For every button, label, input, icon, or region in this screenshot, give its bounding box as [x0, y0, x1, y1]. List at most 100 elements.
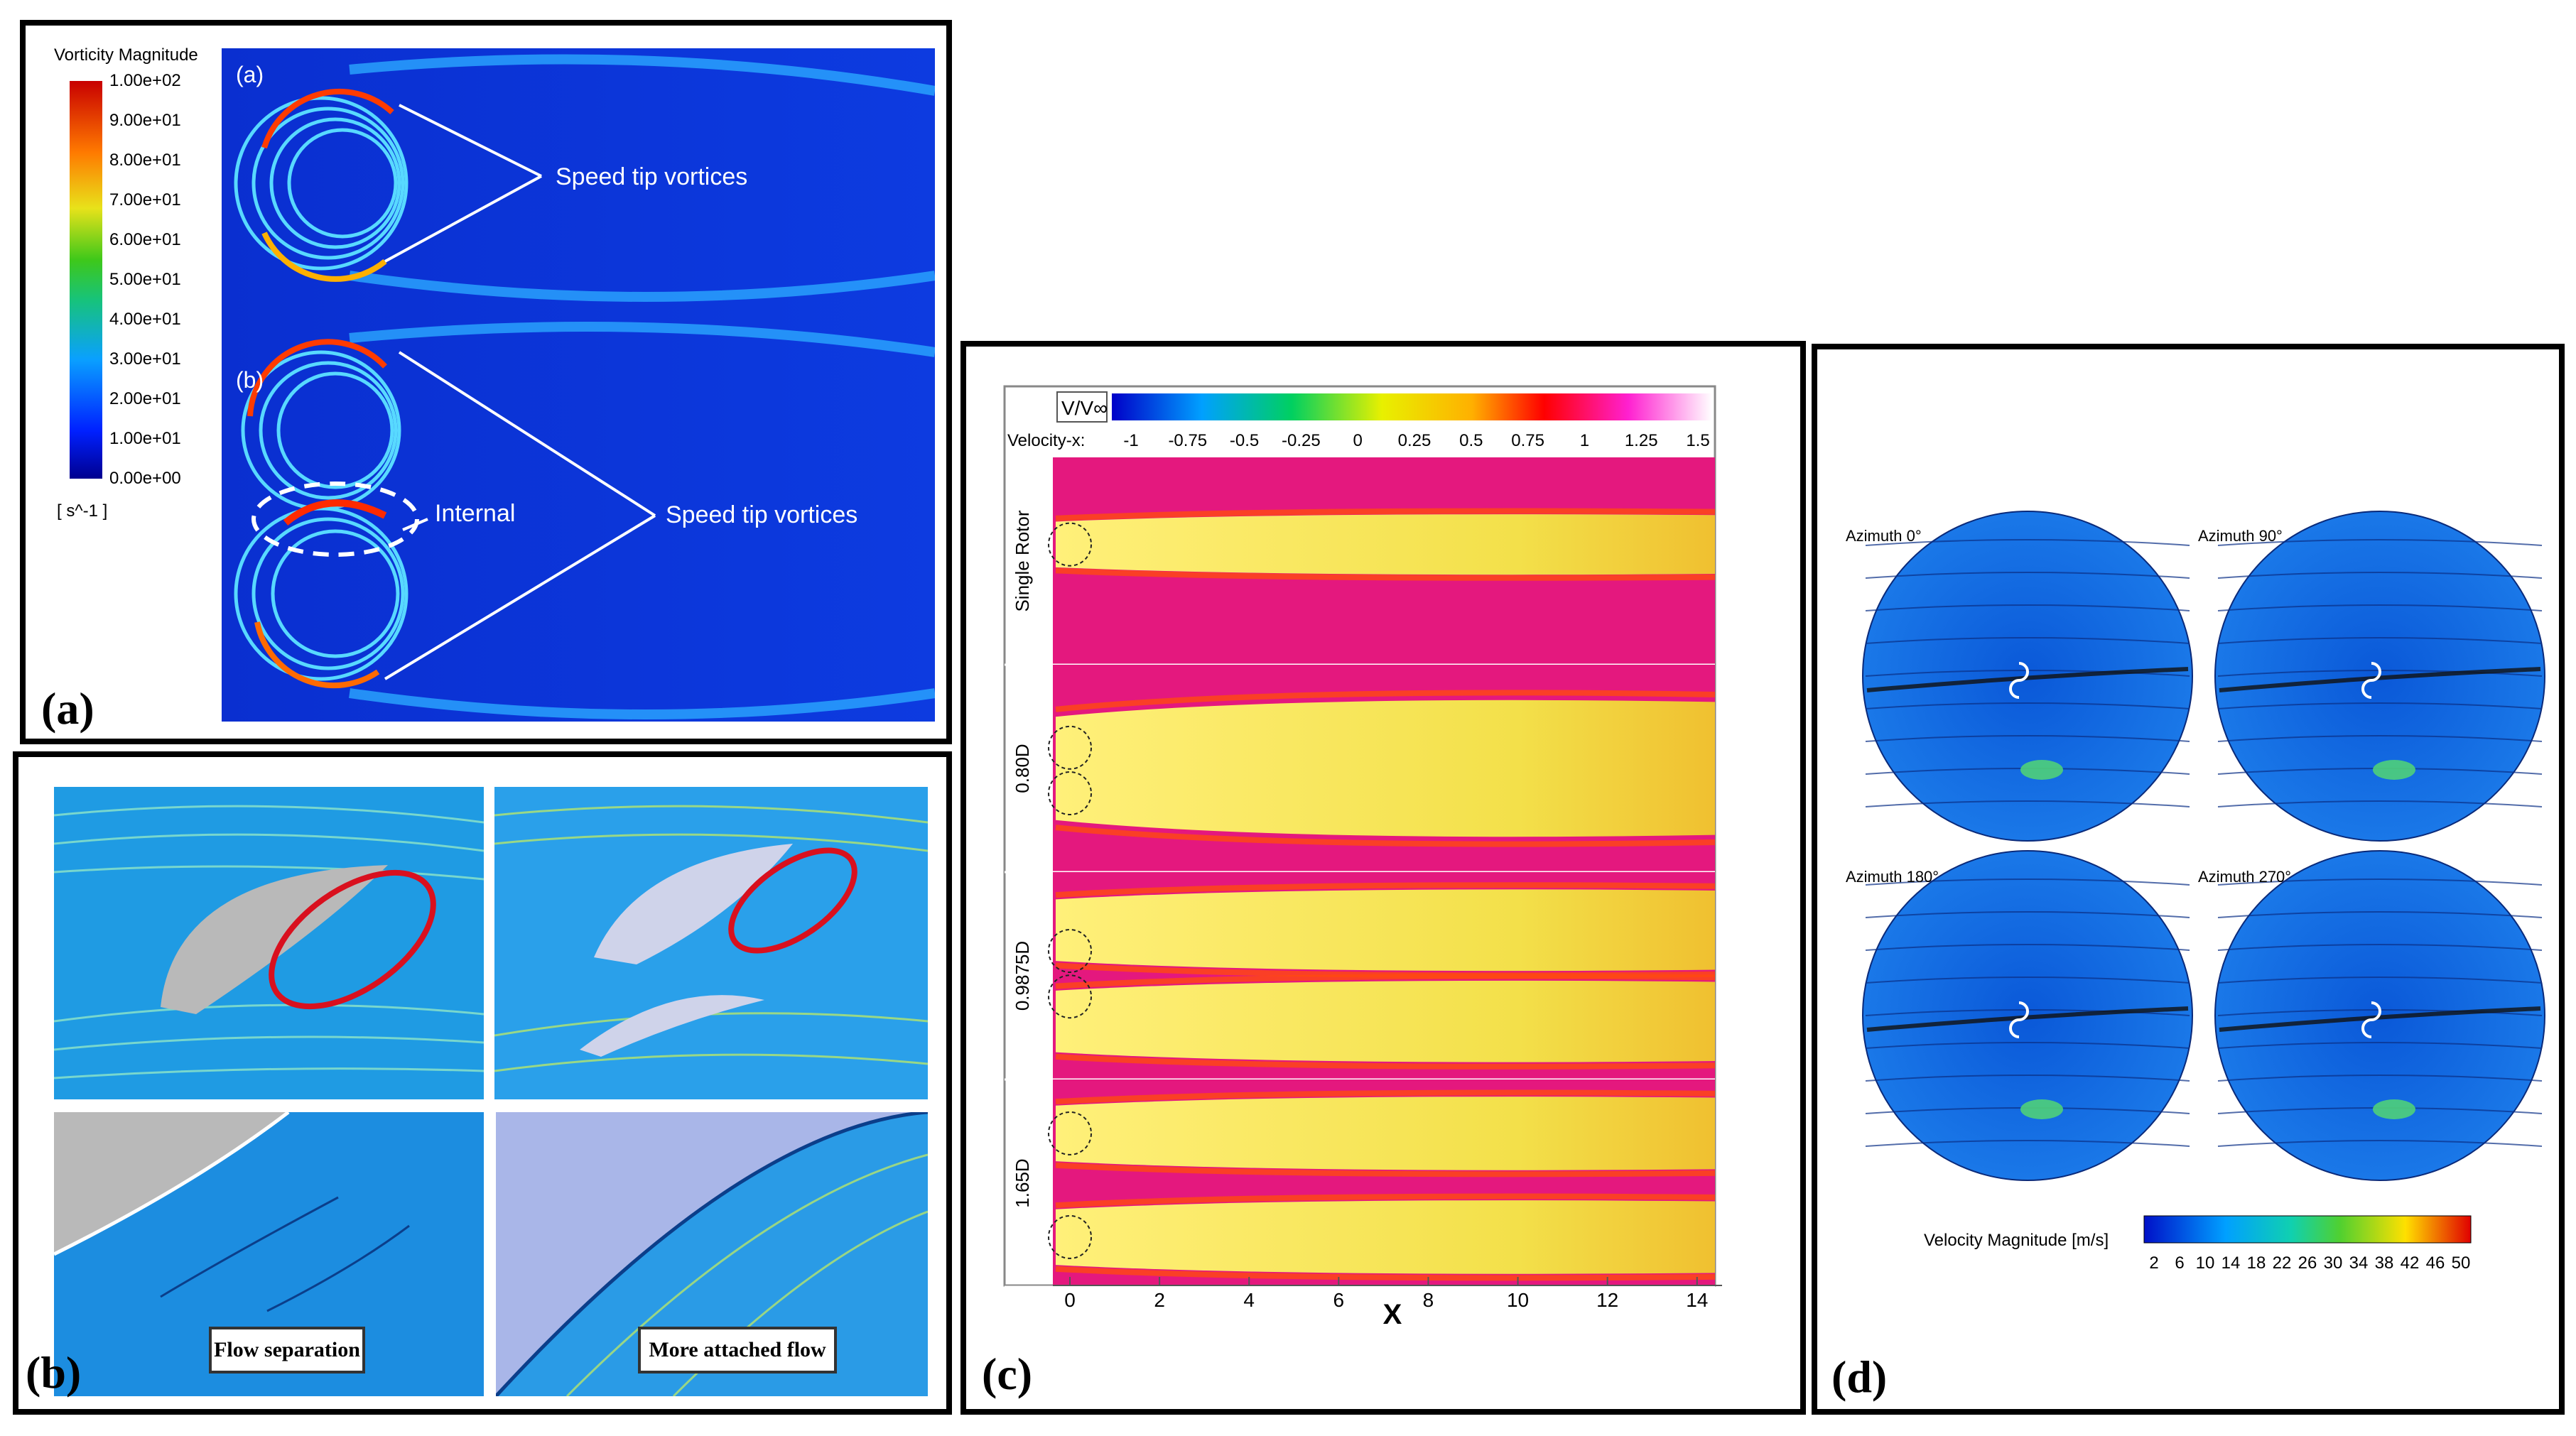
accel-patch	[2020, 760, 2063, 780]
mag-tick-labels: 2 6 10 14 18 22 26 30 34 38 42 46 50	[2149, 1253, 2470, 1273]
mag-tick: 50	[2452, 1253, 2471, 1273]
sub-label-b: (b)	[236, 367, 264, 393]
x-tick: 14	[1686, 1289, 1708, 1311]
vorticity-tick: 5.00e+01	[109, 270, 181, 289]
vorticity-tick-labels: 1.00e+02 9.00e+01 8.00e+01 7.00e+01 6.00e+01…	[109, 71, 223, 497]
streamline-image-top-right	[494, 787, 928, 1099]
vorticity-tick: 1.00e+01	[109, 429, 181, 448]
vorticity-tick: 8.00e+01	[109, 151, 181, 170]
x-tick: 0	[1064, 1289, 1076, 1311]
wake-region	[1056, 1200, 1715, 1274]
cb-tick: 0.75	[1511, 431, 1544, 450]
wake-region	[1056, 980, 1715, 1062]
panel-b: Flow separation More attached flow (b)	[13, 751, 952, 1415]
rotor-s-shape	[2009, 1001, 2029, 1038]
flow-separation-label: Flow separation	[209, 1327, 365, 1374]
rotor-outline	[1048, 522, 1092, 567]
vorticity-tick: 1.00e+02	[109, 71, 181, 90]
cb-axis-label: Velocity-x:	[1007, 431, 1085, 450]
magnitude-colorbar	[2143, 1215, 2472, 1244]
panel-d-label: (d)	[1831, 1351, 1888, 1402]
panel-d: Azimuth 0° Azimuth 90° Azimuth 180° Azimuth…	[1812, 344, 2565, 1415]
wake-region	[1056, 1097, 1715, 1170]
x-tick: 12	[1596, 1289, 1618, 1311]
azimuth-label: Azimuth 0°	[1846, 527, 1922, 545]
mag-cb-title: Velocity Magnitude [m/s]	[1924, 1231, 2109, 1250]
cb-tick: 0.25	[1398, 431, 1432, 450]
panel-a-label: (a)	[41, 683, 94, 734]
wake-region	[1056, 889, 1715, 972]
x-tick: 4	[1243, 1289, 1255, 1311]
panel-b-label: (b)	[26, 1347, 82, 1398]
row-label: 0.80D	[1012, 744, 1033, 793]
rotor-outline	[1048, 725, 1092, 770]
annot-speed-tip-bottom: Speed tip vortices	[666, 501, 857, 528]
annot-speed-tip-top: Speed tip vortices	[556, 163, 747, 190]
rotor-s-shape	[2361, 662, 2381, 699]
vorticity-legend-title: Vorticity Magnitude	[54, 45, 198, 65]
vorticity-tick: 4.00e+01	[109, 310, 181, 329]
wake-region	[1056, 700, 1715, 837]
cb-tick: 1	[1580, 431, 1589, 450]
mag-tick: 22	[2273, 1253, 2292, 1273]
cb-tick: 0.5	[1459, 431, 1483, 450]
x-axis-label: X	[1383, 1299, 1402, 1330]
azimuth-label: Azimuth 270°	[2198, 868, 2291, 886]
rotor-s-shape	[2361, 1001, 2381, 1038]
cb-tick: -0.75	[1168, 431, 1207, 450]
velocity-plot: V/V∞ Velocity-x: -1 -0.75 -0.5 -0.25 0 0.25 0.…	[1003, 385, 1722, 1330]
internal-dashed-ellipse	[251, 482, 419, 557]
cb-title: V/V∞	[1061, 397, 1108, 419]
vorticity-tick: 9.00e+01	[109, 111, 181, 130]
mag-tick: 46	[2426, 1253, 2445, 1273]
streamline-image-top-left	[54, 787, 484, 1099]
panel-c: V/V∞ Velocity-x: -1 -0.75 -0.5 -0.25 0 0.25 0.…	[960, 341, 1806, 1415]
cb-tick: -0.5	[1230, 431, 1259, 450]
x-tick: 10	[1507, 1289, 1529, 1311]
cb-tick: 0	[1353, 431, 1363, 450]
x-tick-labels: 0 2 4 6 8 10 12 14	[1064, 1277, 1708, 1311]
annot-internal: Internal	[435, 500, 515, 527]
mag-tick: 6	[2175, 1253, 2184, 1273]
mag-tick: 18	[2247, 1253, 2266, 1273]
rotor-outline	[1048, 1214, 1092, 1259]
accel-patch	[2373, 760, 2415, 780]
mag-tick: 38	[2375, 1253, 2394, 1273]
mag-tick: 2	[2149, 1253, 2158, 1273]
vorticity-image-bottom: (b) Internal Speed tip vortices	[222, 310, 935, 722]
azimuth-label: Azimuth 180°	[1846, 868, 1939, 886]
cb-tick: 1.25	[1625, 431, 1658, 450]
mag-tick: 14	[2221, 1253, 2241, 1273]
attached-flow-label: More attached flow	[638, 1327, 837, 1374]
vorticity-unit: [ s^-1 ]	[57, 501, 108, 521]
mag-tick: 42	[2401, 1253, 2420, 1273]
panel-c-label: (c)	[982, 1349, 1033, 1399]
mag-tick: 26	[2298, 1253, 2317, 1273]
velocity-magnitude-plots: Azimuth 0° Azimuth 90° Azimuth 180° Azimuth…	[1846, 511, 2545, 1273]
vorticity-image-top: (a) Speed tip vortices	[222, 48, 935, 310]
sub-label-a: (a)	[236, 62, 264, 87]
accel-patch	[2020, 1099, 2063, 1119]
row-label: Single Rotor	[1012, 510, 1033, 611]
x-tick: 2	[1154, 1289, 1165, 1311]
row-label: 0.9875D	[1012, 941, 1033, 1011]
cb-tick: -0.25	[1282, 431, 1321, 450]
azimuth-label: Azimuth 90°	[2198, 527, 2283, 545]
cb-tick: 1.5	[1686, 431, 1709, 450]
rotor-s-shape	[2009, 662, 2029, 699]
vorticity-tick: 7.00e+01	[109, 190, 181, 210]
mag-tick: 34	[2349, 1253, 2369, 1273]
rotor-outline	[1048, 771, 1092, 816]
x-tick: 6	[1333, 1289, 1345, 1311]
panel-a: Vorticity Magnitude 1.00e+02 9.00e+01 8.00…	[20, 20, 952, 744]
vorticity-colorbar	[70, 81, 102, 479]
cb-tick-labels: -1 -0.75 -0.5 -0.25 0 0.25 0.5 0.75 1 1.25 1.5	[1123, 431, 1709, 450]
vorticity-tick: 6.00e+01	[109, 230, 181, 249]
row-label: 1.65D	[1012, 1158, 1033, 1207]
mag-tick: 30	[2324, 1253, 2343, 1273]
velocity-colorbar	[1112, 393, 1712, 420]
mag-tick: 10	[2196, 1253, 2215, 1273]
vorticity-tick: 3.00e+01	[109, 349, 181, 369]
vorticity-tick: 2.00e+01	[109, 389, 181, 408]
vorticity-tick: 0.00e+00	[109, 469, 181, 488]
